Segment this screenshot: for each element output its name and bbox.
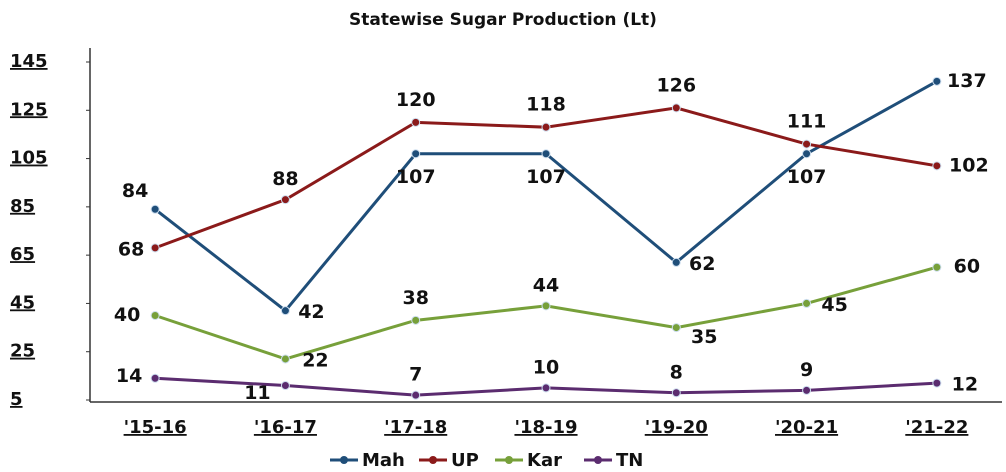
point [411,315,421,325]
point [802,139,812,149]
point [671,257,681,267]
data-label: 102 [949,154,989,176]
point [411,390,421,400]
x-tick-label: '20-21 [775,417,838,438]
data-label: 137 [947,70,987,92]
data-label: 42 [298,301,324,323]
point [280,354,290,364]
x-tick-label: '15-16 [124,417,187,438]
point [541,149,551,159]
data-label: 107 [787,166,827,188]
data-label: 7 [409,364,422,386]
point [802,149,812,159]
point [541,301,551,311]
point [280,195,290,205]
data-label: 60 [954,256,980,278]
y-tick-label: 85 [10,196,35,217]
point [150,204,160,214]
data-label: 10 [533,356,559,378]
legend-marker [505,456,513,464]
point [280,381,290,391]
point [932,262,942,272]
data-label: 118 [526,94,566,116]
data-label: 12 [952,374,978,396]
data-label: 111 [787,111,827,133]
legend-label: Kar [527,450,562,471]
data-label: 38 [402,287,428,309]
data-label: 107 [526,166,566,188]
legend-label: Mah [362,450,405,471]
legend-marker [594,456,602,464]
chart-title: Statewise Sugar Production (Lt) [349,10,657,30]
y-tick-label: 5 [10,389,23,410]
data-label: 88 [272,168,298,190]
x-tick-label: '21-22 [905,417,968,438]
data-label: 14 [116,365,142,387]
point [411,117,421,127]
point [671,323,681,333]
data-label: 120 [396,89,436,111]
point [671,388,681,398]
point [802,385,812,395]
y-tick-label: 45 [10,292,35,313]
data-label: 84 [122,180,148,202]
legend-label: TN [616,450,643,471]
x-tick-label: '16-17 [254,417,317,438]
point [150,373,160,383]
point [932,378,942,388]
point [150,311,160,320]
legend-marker [340,456,348,464]
legend-label: UP [451,450,479,471]
data-label: 44 [533,274,559,296]
data-label: 35 [691,326,717,348]
data-label: 62 [689,253,715,275]
point [280,306,290,316]
point [411,149,421,159]
data-label: 11 [244,382,270,404]
y-tick-label: 145 [10,51,48,72]
point [932,161,942,171]
data-label: 107 [396,166,436,188]
x-tick-label: '18-19 [514,417,577,438]
legend-marker [429,456,437,464]
data-label: 9 [800,359,813,381]
y-tick-label: 125 [10,99,48,120]
y-tick-label: 65 [10,244,35,265]
data-label: 8 [670,361,683,383]
x-tick-label: '17-18 [384,417,447,438]
data-label: 45 [821,294,847,316]
data-label: 126 [656,74,696,96]
data-label: 22 [302,349,328,371]
y-tick-label: 25 [10,341,35,362]
x-tick-label: '19-20 [645,417,708,438]
point [932,76,942,86]
point [541,383,551,393]
point [671,103,681,113]
y-tick-label: 105 [10,148,48,169]
data-label: 40 [114,304,140,326]
point [541,122,551,132]
point [150,243,160,253]
point [802,298,812,308]
data-label: 68 [118,238,144,260]
